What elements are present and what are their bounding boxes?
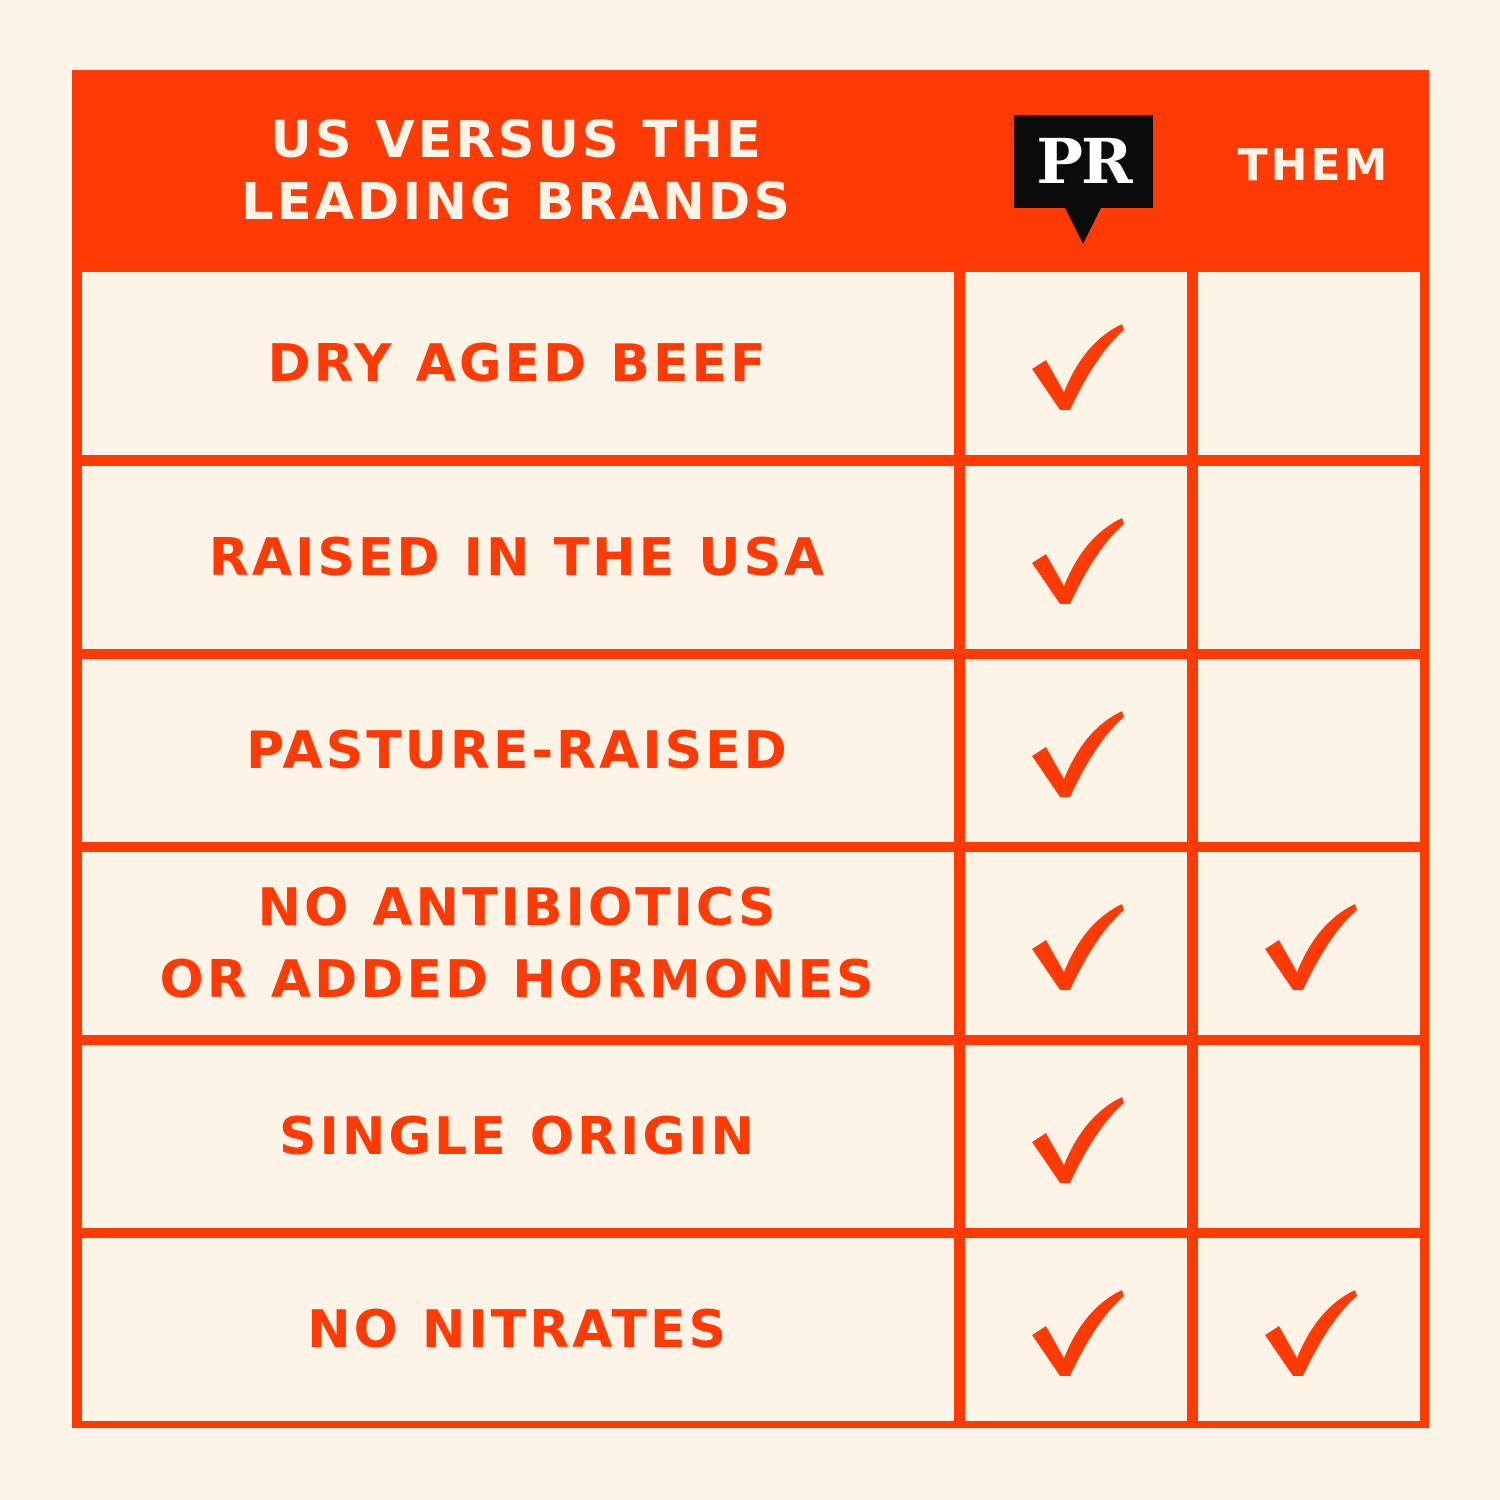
us-cell bbox=[965, 852, 1187, 1035]
feature-label: SINGLE ORIGIN bbox=[279, 1106, 757, 1167]
feature-cell: DRY AGED BEEF bbox=[82, 272, 954, 455]
table-header: US VERSUS THE LEADING BRANDS PR THEM bbox=[72, 70, 1429, 271]
table-title: US VERSUS THE LEADING BRANDS bbox=[241, 111, 793, 232]
feature-cell: RAISED IN THE USA bbox=[82, 466, 954, 649]
us-cell bbox=[965, 1045, 1187, 1228]
checkmark-icon bbox=[1265, 903, 1357, 990]
feature-label: DRY AGED BEEF bbox=[267, 333, 769, 394]
them-cell bbox=[1198, 466, 1420, 649]
checkmark-icon bbox=[1032, 323, 1124, 410]
brand-logo-pointer bbox=[1064, 206, 1102, 244]
them-cell bbox=[1198, 1045, 1420, 1228]
feature-label: RAISED IN THE USA bbox=[208, 527, 828, 588]
them-cell bbox=[1198, 659, 1420, 842]
checkmark-icon bbox=[1265, 1289, 1357, 1376]
feature-cell: SINGLE ORIGIN bbox=[82, 1045, 954, 1228]
us-cell bbox=[965, 466, 1187, 649]
us-cell bbox=[965, 272, 1187, 455]
us-cell bbox=[965, 659, 1187, 842]
feature-label: NO ANTIBIOTICS OR ADDED HORMONES bbox=[159, 877, 877, 1010]
feature-label: NO NITRATES bbox=[307, 1299, 729, 1360]
us-cell bbox=[965, 1238, 1187, 1421]
checkmark-icon bbox=[1032, 517, 1124, 604]
brand-logo: PR bbox=[1014, 115, 1153, 208]
feature-cell: NO ANTIBIOTICS OR ADDED HORMONES bbox=[82, 852, 954, 1035]
comparison-table: US VERSUS THE LEADING BRANDS PR THEM DRY… bbox=[72, 70, 1429, 1428]
checkmark-icon bbox=[1032, 1289, 1124, 1376]
feature-cell: PASTURE-RAISED bbox=[82, 659, 954, 842]
them-cell bbox=[1198, 852, 1420, 1035]
feature-cell: NO NITRATES bbox=[82, 1238, 954, 1421]
them-cell bbox=[1198, 1238, 1420, 1421]
checkmark-icon bbox=[1032, 710, 1124, 797]
them-column-header: THEM bbox=[1237, 140, 1391, 191]
feature-label: PASTURE-RAISED bbox=[246, 720, 790, 781]
them-cell bbox=[1198, 272, 1420, 455]
checkmark-icon bbox=[1032, 1096, 1124, 1183]
checkmark-icon bbox=[1032, 903, 1124, 990]
